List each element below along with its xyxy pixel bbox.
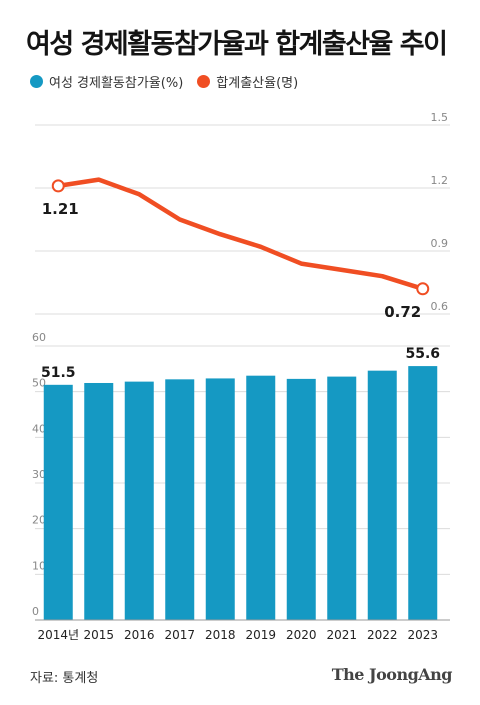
x-tick-label: 2022: [367, 628, 398, 642]
participation-bar: [165, 379, 195, 620]
x-tick-label: 2020: [286, 628, 317, 642]
bar-y-tick-label: 10: [32, 559, 46, 572]
participation-bar: [408, 366, 438, 620]
bar-y-tick-label: 60: [32, 331, 46, 344]
line-y-tick-label: 1.5: [431, 111, 449, 124]
bar-y-tick-label: 50: [32, 377, 46, 390]
participation-bar: [246, 375, 276, 620]
bar-y-tick-label: 40: [32, 422, 46, 435]
fertility-point: [51, 179, 65, 193]
legend-swatch-fertility: [197, 75, 211, 88]
x-tick-label: 2017: [164, 628, 195, 642]
legend-label-participation: 여성 경제활동참가율(%): [49, 76, 184, 91]
x-tick-label: 2016: [124, 628, 155, 642]
line-y-tick-label: 0.9: [431, 237, 449, 250]
legend: 여성 경제활동참가율(%) 합계출산율(명): [30, 72, 312, 91]
chart-title: 여성 경제활동참가율과 합계출산율 추이: [26, 29, 448, 60]
legend-item-participation: 여성 경제활동참가율(%): [30, 72, 183, 91]
fertility-data-label: 0.72: [384, 303, 421, 321]
participation-bar: [327, 376, 357, 620]
participation-bar: [205, 378, 235, 620]
line-y-tick-label: 0.6: [431, 300, 449, 313]
fertility-point: [416, 282, 430, 296]
brand-logo: The JoongAng: [331, 665, 453, 684]
participation-bar: [84, 382, 114, 620]
legend-swatch-participation: [30, 75, 43, 88]
bar-y-tick-label: 20: [32, 514, 46, 527]
participation-bar: [286, 378, 316, 620]
x-tick-label: 2019: [245, 628, 276, 642]
line-y-tick-label: 1.2: [431, 174, 449, 187]
fertility-line: [56, 177, 425, 292]
x-tick-label: 2021: [326, 628, 357, 642]
bar-y-tick-label: 30: [32, 468, 46, 481]
legend-item-fertility: 합계출산율(명): [197, 72, 298, 91]
source-note: 자료: 통계청: [30, 671, 99, 686]
participation-bar: [124, 381, 154, 620]
participation-data-label: 55.6: [405, 346, 440, 362]
x-tick-label: 2023: [407, 628, 438, 642]
bar-y-tick-label: 0: [32, 605, 39, 618]
x-tick-label: 2015: [83, 628, 114, 642]
participation-bar: [43, 384, 73, 620]
x-tick-label: 2018: [205, 628, 236, 642]
fertility-data-label: 1.21: [42, 200, 79, 218]
legend-label-fertility: 합계출산율(명): [216, 76, 299, 91]
participation-data-label: 51.5: [41, 365, 76, 381]
x-tick-label: 2014년: [37, 628, 79, 642]
participation-bar: [367, 370, 397, 620]
